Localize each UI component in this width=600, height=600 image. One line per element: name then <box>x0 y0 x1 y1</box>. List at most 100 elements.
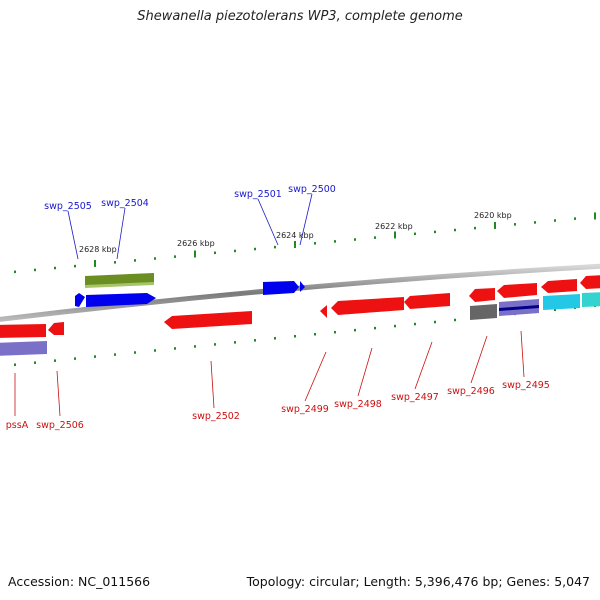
tick-mark <box>234 249 236 253</box>
tick-mark <box>494 221 496 229</box>
gene-red-extra[interactable] <box>541 279 577 293</box>
gene-swp_2505[interactable] <box>75 293 85 307</box>
tick-mark <box>294 240 296 248</box>
tick-mark <box>414 322 416 326</box>
gene-swp_2506[interactable] <box>48 322 64 335</box>
tick-mark <box>14 363 16 366</box>
tick-mark <box>94 259 96 267</box>
cyan-feature[interactable] <box>543 294 580 310</box>
tick-mark <box>254 247 256 251</box>
tick-mark <box>194 250 196 258</box>
gene-swp_2504[interactable] <box>86 293 156 307</box>
gene-swp_2498[interactable] <box>331 297 404 315</box>
tick-mark <box>134 351 136 354</box>
tick-mark <box>14 270 16 274</box>
leader-line-swp_2496 <box>470 335 488 384</box>
tick-mark <box>74 357 76 360</box>
tick-mark <box>34 268 36 272</box>
label-swp_2506[interactable]: swp_2506 <box>36 420 84 431</box>
gene-swp_2499[interactable] <box>320 305 327 318</box>
label-swp_2504[interactable]: swp_2504 <box>101 198 149 209</box>
tick-mark <box>574 217 576 220</box>
label-swp_2499[interactable]: swp_2499 <box>281 404 329 415</box>
gene-swp_2500[interactable] <box>300 281 305 292</box>
tick-mark <box>274 337 276 340</box>
leader-line-swp_2495 <box>520 330 525 378</box>
tick-mark <box>434 320 436 324</box>
tick-mark <box>74 264 76 268</box>
accession-text: Accession: NC_011566 <box>8 574 151 589</box>
tick-mark <box>534 221 536 224</box>
tick-mark <box>114 353 116 356</box>
tick-mark <box>434 230 436 234</box>
label-swp_2496[interactable]: swp_2496 <box>447 386 495 397</box>
teal-feature[interactable] <box>582 292 600 307</box>
scale-label-2628: 2628 kbp <box>79 245 117 254</box>
leader-line-swp_2497 <box>414 341 433 390</box>
tick-mark <box>114 261 116 264</box>
label-swp_2502[interactable]: swp_2502 <box>192 411 240 422</box>
label-pssA[interactable]: pssA <box>6 420 29 431</box>
genome-title: Shewanella piezotolerans WP3, complete g… <box>137 9 463 24</box>
leader-line-swp_2498 <box>357 347 373 397</box>
gene-red-edge[interactable] <box>580 275 600 289</box>
gene-swp_2495[interactable] <box>497 283 537 298</box>
tick-mark <box>354 328 356 332</box>
tick-mark <box>594 212 596 220</box>
scale-label-2620: 2620 kbp <box>474 211 512 220</box>
purple-feature-band <box>499 305 539 311</box>
leader-line-swp_2500 <box>299 193 313 246</box>
tick-mark <box>174 347 176 350</box>
tick-mark <box>94 355 96 358</box>
tick-mark <box>54 359 56 362</box>
tick-mark <box>334 330 336 334</box>
tick-mark <box>374 236 376 239</box>
gene-swp_2496[interactable] <box>469 288 495 302</box>
tick-mark <box>174 255 176 258</box>
tick-mark <box>314 242 316 245</box>
tick-mark <box>414 232 416 236</box>
tick-mark <box>474 226 476 230</box>
leader-line-swp_2499 <box>304 351 327 402</box>
tick-mark <box>274 245 276 249</box>
label-swp_2498[interactable]: swp_2498 <box>334 399 382 410</box>
tick-mark <box>394 324 396 328</box>
tick-mark <box>454 318 456 322</box>
purple-feature[interactable] <box>0 341 47 356</box>
label-swp_2500[interactable]: swp_2500 <box>288 184 336 195</box>
upper-scale-ticks <box>14 212 596 274</box>
leader-line-swp_2506 <box>56 370 61 417</box>
label-swp_2501[interactable]: swp_2501 <box>234 189 282 200</box>
tick-mark <box>514 223 516 226</box>
olive-feature-shade <box>85 282 154 288</box>
tick-mark <box>34 361 36 364</box>
leader-line-swp_2501 <box>257 198 279 246</box>
leader-line-swp_2502 <box>210 360 215 409</box>
gray-feature[interactable] <box>470 304 497 320</box>
tick-mark <box>294 335 296 338</box>
tick-mark <box>554 308 556 312</box>
tick-mark <box>154 349 156 352</box>
gene-swp_2502[interactable] <box>164 311 252 329</box>
scale-label-2622: 2622 kbp <box>375 222 413 231</box>
tick-mark <box>454 228 456 232</box>
leader-line-swp_2504 <box>116 207 126 260</box>
tick-mark <box>214 343 216 346</box>
label-swp_2497[interactable]: swp_2497 <box>391 392 439 403</box>
gene-swp_2497[interactable] <box>404 293 450 309</box>
tick-mark <box>134 259 136 262</box>
tick-mark <box>554 219 556 222</box>
scale-label-2626: 2626 kbp <box>177 239 215 248</box>
tick-mark <box>214 251 216 255</box>
tick-mark <box>354 238 356 241</box>
tick-mark <box>194 345 196 348</box>
tick-mark <box>394 231 396 239</box>
tick-mark <box>154 257 156 260</box>
label-swp_2495[interactable]: swp_2495 <box>502 380 550 391</box>
gene-swp_2501[interactable] <box>263 281 299 295</box>
scale-label-2624: 2624 kbp <box>276 231 314 240</box>
label-swp_2505[interactable]: swp_2505 <box>44 201 92 212</box>
gene-pssA[interactable] <box>0 324 46 338</box>
leader-line-swp_2505 <box>67 210 79 260</box>
